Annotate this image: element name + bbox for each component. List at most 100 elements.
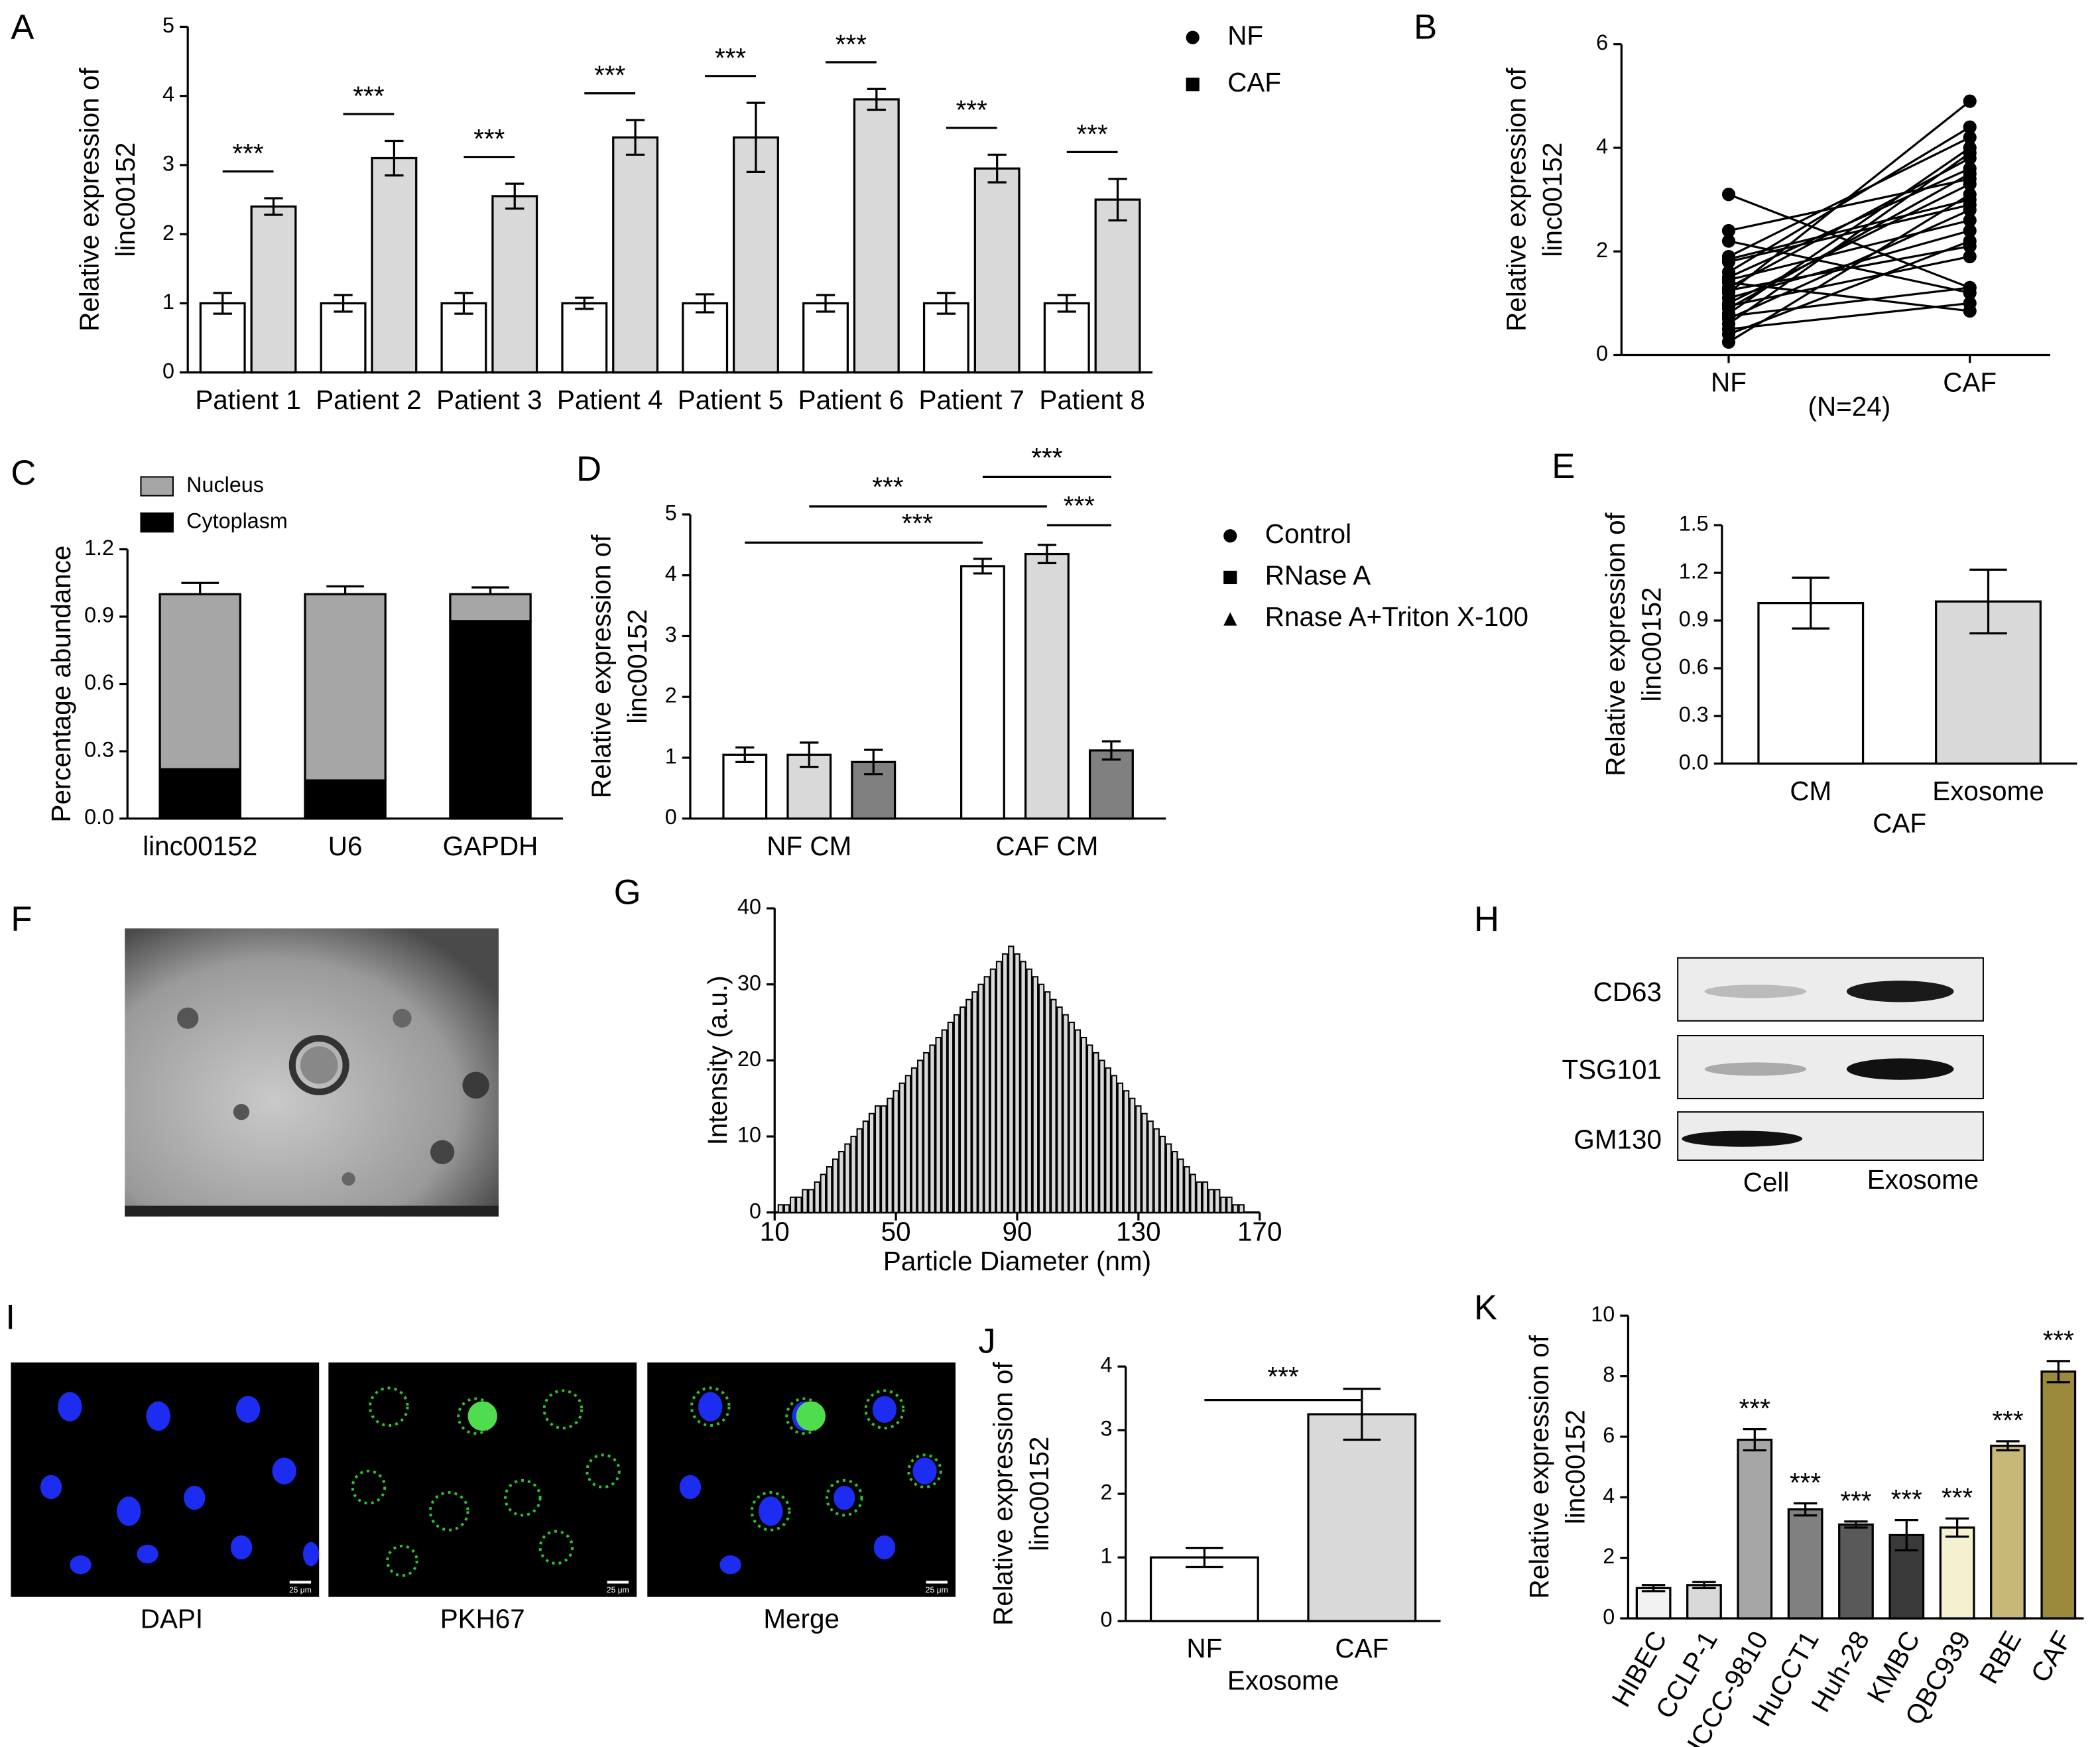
point <box>1963 203 1977 217</box>
legend-marker <box>1223 612 1237 626</box>
y-tick-label: 6 <box>1596 30 1608 54</box>
bar <box>1111 1075 1117 1213</box>
x-tick-label: Patient 4 <box>557 385 663 415</box>
bar <box>732 136 779 374</box>
bar <box>973 167 1020 374</box>
y-tick-label: 4 <box>1596 134 1608 158</box>
bar <box>820 1174 827 1213</box>
y-axis-label: Relative expression of <box>586 534 616 798</box>
point <box>1721 335 1736 349</box>
bar <box>2040 1370 2077 1620</box>
y-tick-label: 4 <box>665 562 677 585</box>
legend-swatch <box>140 476 174 497</box>
y-tick-label: 0 <box>665 805 677 829</box>
x-tick-label: NF <box>1711 367 1747 398</box>
bar <box>1094 198 1141 374</box>
legend-label: CAF <box>1227 67 1281 97</box>
y-tick-label: 0 <box>162 359 174 383</box>
x-axis-label: Exosome <box>1227 1665 1339 1696</box>
y-tick-label: 0.6 <box>1679 654 1709 678</box>
y-axis-label: linc00152 <box>1024 1437 1054 1551</box>
bar <box>1068 1022 1075 1213</box>
bar <box>971 991 978 1213</box>
bar <box>1838 1523 1874 1620</box>
image-label: DAPI <box>141 1604 203 1634</box>
panel-letter: E <box>1552 447 1575 486</box>
significance-label: *** <box>1268 1361 1299 1392</box>
bar <box>995 961 1003 1213</box>
pair-line <box>1728 219 1971 281</box>
bar <box>1105 1067 1111 1213</box>
panel-letter: K <box>1474 1288 1497 1327</box>
pair-line <box>1728 209 1971 320</box>
bar <box>910 1067 918 1213</box>
bar <box>1135 1105 1142 1213</box>
y-tick-label: 20 <box>737 1047 761 1071</box>
panel-letter: A <box>11 7 34 46</box>
bar <box>929 1044 936 1213</box>
y-tick-label: 3 <box>665 623 677 646</box>
bar <box>1002 953 1009 1213</box>
point <box>1721 234 1736 248</box>
bar <box>1014 953 1020 1213</box>
bar <box>826 1166 833 1213</box>
annotation: (N=24) <box>1808 391 1891 422</box>
image-label: PKH67 <box>440 1604 525 1634</box>
bar <box>1026 968 1032 1213</box>
bar <box>1147 1120 1154 1213</box>
bar <box>250 205 297 374</box>
x-axis-label: CAF <box>1873 808 1926 838</box>
x-tick-label: Patient 1 <box>195 385 301 415</box>
bar-segment <box>158 768 241 820</box>
blot-row-label: CD63 <box>1593 977 1662 1007</box>
x-tick-label: NF <box>1186 1633 1222 1663</box>
x-tick-label: 130 <box>1116 1217 1160 1247</box>
bar <box>561 302 608 374</box>
bar <box>790 1196 796 1213</box>
y-tick-label: 2 <box>665 684 677 707</box>
bar <box>722 753 768 820</box>
y-axis-label: Relative expression of <box>1600 512 1631 776</box>
x-tick-label: 90 <box>1003 1217 1032 1247</box>
significance-label: *** <box>2043 1325 2074 1355</box>
bar <box>989 968 997 1213</box>
y-tick-label: 4 <box>1100 1353 1112 1377</box>
x-tick-label: Exosome <box>1932 776 2044 806</box>
blot-column-label: Exosome <box>1867 1164 1979 1195</box>
point <box>1963 120 1977 134</box>
y-tick-label: 0 <box>749 1199 761 1223</box>
panel-letter: F <box>11 900 32 939</box>
y-axis-label: Relative expression of <box>1501 68 1531 331</box>
bar <box>935 1036 942 1213</box>
y-tick-label: 0.9 <box>84 603 114 627</box>
y-tick-label: 4 <box>162 82 174 106</box>
panel-letter: C <box>11 453 36 493</box>
bar <box>853 98 900 374</box>
scale-bar-label: 25 μm <box>289 1585 312 1595</box>
y-tick-label: 5 <box>162 13 174 37</box>
bar <box>856 1128 863 1213</box>
bar-segment <box>304 779 387 820</box>
y-axis-label: linc00152 <box>1537 143 1568 257</box>
x-axis-label: Particle Diameter (nm) <box>883 1246 1151 1276</box>
bar-segment <box>449 620 532 820</box>
y-axis-label: Relative expression of <box>987 1362 1018 1626</box>
y-tick-label: 2 <box>1596 238 1608 262</box>
bar <box>1939 1526 1975 1620</box>
bar <box>802 302 849 374</box>
bar <box>1190 1174 1196 1213</box>
bar <box>959 1006 966 1213</box>
bar <box>1226 1196 1233 1213</box>
bar <box>796 1196 802 1213</box>
x-tick-label: RBE <box>1973 1626 2027 1689</box>
bar <box>1990 1445 2026 1620</box>
bar <box>1207 1189 1215 1213</box>
y-tick-label: 2 <box>1603 1544 1615 1568</box>
bar <box>777 1204 784 1213</box>
bar <box>491 195 538 374</box>
point <box>1963 296 1977 310</box>
bar <box>1087 1044 1093 1213</box>
significance-label: *** <box>353 80 384 111</box>
point <box>1963 223 1977 238</box>
